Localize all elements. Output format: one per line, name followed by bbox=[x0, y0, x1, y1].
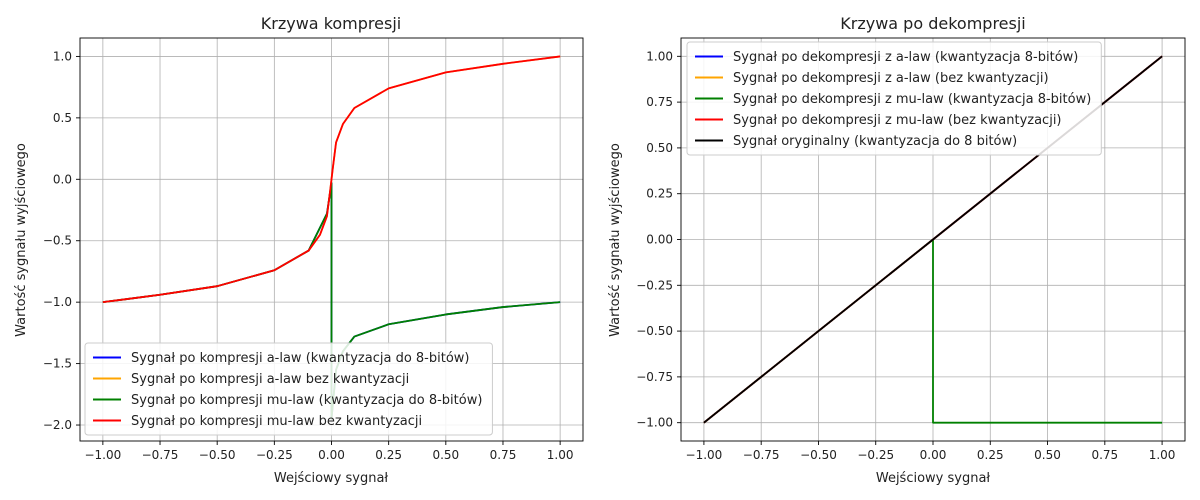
legend-box bbox=[686, 41, 1102, 156]
legend: Sygnał po kompresji a-law (kwantyzacja d… bbox=[84, 342, 493, 436]
x-tick-label: 0.75 bbox=[490, 448, 517, 462]
y-tick-label: −0.75 bbox=[636, 370, 673, 384]
series-line-3 bbox=[102, 55, 561, 304]
y-tick-label: 1.00 bbox=[646, 49, 673, 63]
x-tick-label: −0.25 bbox=[256, 448, 293, 462]
y-tick-label: −1.5 bbox=[43, 357, 72, 371]
chart-title: Krzywa kompresji bbox=[261, 14, 401, 33]
y-axis-label: Wartość sygnału wyjściowego bbox=[608, 143, 623, 337]
x-tick-label: −0.75 bbox=[142, 448, 179, 462]
y-tick-label: 1.0 bbox=[53, 49, 72, 63]
x-tick-label: −1.00 bbox=[686, 448, 723, 462]
x-tick-label: 0.75 bbox=[1091, 448, 1118, 462]
compression-chart: Krzywa kompresji Wejściowy sygnał Wartoś… bbox=[14, 14, 584, 486]
y-tick-label: −0.5 bbox=[43, 234, 72, 248]
x-tick-label: 0.50 bbox=[1034, 448, 1061, 462]
y-tick-label: −0.50 bbox=[636, 324, 673, 338]
y-tick-label: 0.5 bbox=[53, 111, 72, 125]
legend-label: Sygnał oryginalny (kwantyzacja do 8 bitó… bbox=[733, 134, 1017, 149]
y-tick-label: 0.50 bbox=[646, 141, 673, 155]
x-tick-label: 1.00 bbox=[547, 448, 574, 462]
y-tick-label: 0.0 bbox=[53, 172, 72, 186]
x-axis-label: Wejściowy sygnał bbox=[876, 471, 991, 486]
legend-label: Sygnał po kompresji mu-law (kwantyzacja … bbox=[131, 393, 482, 408]
legend-label: Sygnał po kompresji a-law (kwantyzacja d… bbox=[131, 351, 469, 366]
chart-title: Krzywa po dekompresji bbox=[840, 14, 1025, 33]
y-tick-label: 0.75 bbox=[646, 95, 673, 109]
legend-box bbox=[84, 342, 493, 436]
x-tick-label: 0.25 bbox=[375, 448, 402, 462]
x-tick-label: −0.75 bbox=[743, 448, 780, 462]
legend-label: Sygnał po dekompresji z a-law (kwantyzac… bbox=[733, 50, 1078, 65]
y-axis-label: Wartość sygnału wyjściowego bbox=[14, 143, 29, 337]
y-tick-label: 0.00 bbox=[646, 233, 673, 247]
x-axis-label: Wejściowy sygnał bbox=[274, 471, 389, 486]
x-tick-label: 0.50 bbox=[432, 448, 459, 462]
x-tick-label: 0.00 bbox=[920, 448, 947, 462]
legend-label: Sygnał po kompresji a-law bez kwantyzacj… bbox=[131, 372, 409, 387]
x-tick-label: 0.25 bbox=[977, 448, 1004, 462]
x-tick-label: −1.00 bbox=[84, 448, 121, 462]
y-tick-label: 0.25 bbox=[646, 187, 673, 201]
legend-label: Sygnał po dekompresji z mu-law (kwantyza… bbox=[733, 92, 1091, 107]
x-tick-label: −0.50 bbox=[199, 448, 236, 462]
y-tick-label: −1.0 bbox=[43, 295, 72, 309]
x-tick-label: −0.25 bbox=[857, 448, 894, 462]
legend: Sygnał po dekompresji z a-law (kwantyzac… bbox=[686, 41, 1102, 156]
legend-label: Sygnał po dekompresji z a-law (bez kwant… bbox=[733, 71, 1049, 86]
x-tick-label: −0.50 bbox=[800, 448, 837, 462]
x-tick-label: 1.00 bbox=[1149, 448, 1176, 462]
y-tick-label: −0.25 bbox=[636, 278, 673, 292]
x-tick-label: 0.00 bbox=[318, 448, 345, 462]
legend-label: Sygnał po kompresji mu-law bez kwantyzac… bbox=[131, 414, 422, 429]
decompression-chart: Krzywa po dekompresji Wejściowy sygnał W… bbox=[608, 14, 1186, 486]
legend-label: Sygnał po dekompresji z mu-law (bez kwan… bbox=[733, 113, 1062, 128]
y-tick-label: −1.00 bbox=[636, 416, 673, 430]
y-tick-label: −2.0 bbox=[43, 418, 72, 432]
